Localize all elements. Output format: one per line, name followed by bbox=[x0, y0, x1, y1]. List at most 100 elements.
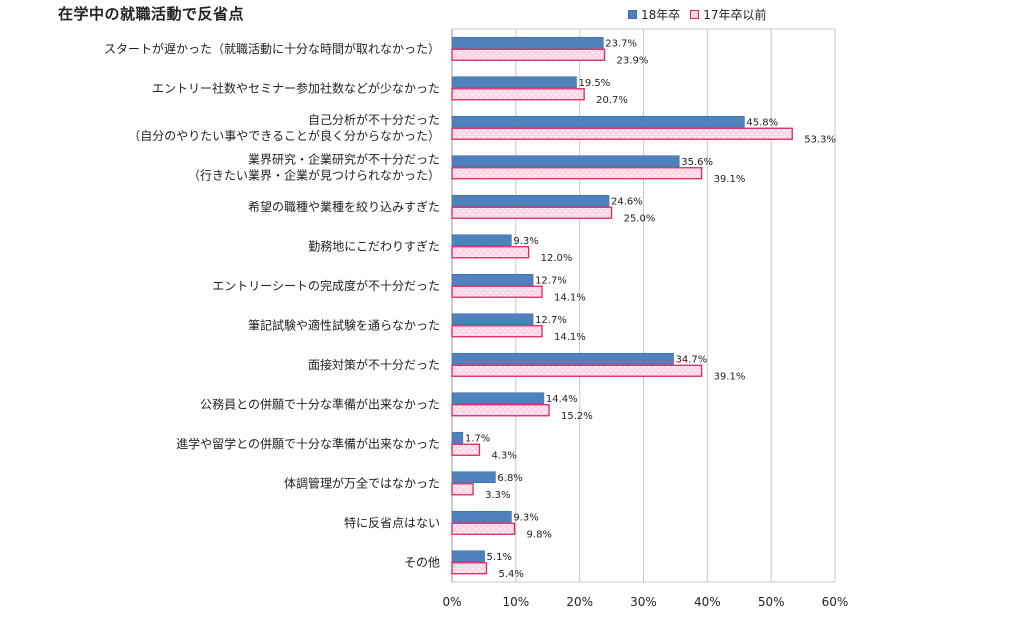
category-label-line: 勤務地にこだわりすぎた bbox=[308, 239, 440, 253]
category-label-line: 面接対策が不十分だった bbox=[308, 357, 440, 372]
data-label-17: 14.1% bbox=[554, 332, 586, 343]
bar-18 bbox=[451, 550, 485, 563]
category-label-line: エントリー社数やセミナー参加社数などが少なかった bbox=[152, 80, 440, 95]
category-label-line: （自分のやりたい事やできることが良く分からなかった） bbox=[128, 128, 440, 143]
category-label-line: エントリーシートの完成度が不十分だった bbox=[212, 278, 440, 293]
data-label-18: 5.1% bbox=[487, 552, 512, 563]
bar-17 bbox=[451, 246, 530, 259]
data-label-17: 20.7% bbox=[596, 95, 628, 106]
bar-18 bbox=[451, 471, 496, 484]
data-label-18: 24.6% bbox=[611, 196, 643, 207]
data-label-18: 12.7% bbox=[535, 275, 567, 286]
category-label: 筆記試験や適性試験を通らなかった bbox=[248, 317, 440, 332]
data-label-17: 15.2% bbox=[561, 411, 593, 422]
bar-18 bbox=[451, 273, 534, 286]
category-label: 公務員との併願で十分な準備が出来なかった bbox=[200, 396, 440, 411]
x-tick-label: 60% bbox=[822, 595, 849, 609]
bar-18 bbox=[451, 431, 464, 444]
bar-17 bbox=[451, 48, 606, 61]
data-label-18: 19.5% bbox=[578, 78, 610, 89]
legend-item-17: 17年卒以前 bbox=[690, 6, 767, 23]
data-label-17: 39.1% bbox=[714, 371, 746, 382]
category-label-line: （行きたい業界・企業が見つけられなかった） bbox=[188, 167, 440, 182]
category-label-line: その他 bbox=[404, 555, 440, 569]
category-label: 業界研究・企業研究が不十分だった（行きたい業界・企業が見つけられなかった） bbox=[188, 151, 440, 182]
data-label-18: 35.6% bbox=[681, 157, 713, 168]
data-label-17: 23.9% bbox=[617, 55, 649, 66]
data-label-18: 9.3% bbox=[513, 512, 538, 523]
category-label-line: 筆記試験や適性試験を通らなかった bbox=[248, 317, 440, 332]
data-label-17: 5.4% bbox=[498, 569, 523, 580]
category-label-line: 公務員との併願で十分な準備が出来なかった bbox=[200, 396, 440, 411]
category-label-line: 進学や留学との併願で十分な準備が出来なかった bbox=[176, 436, 440, 451]
data-label-18: 23.7% bbox=[605, 38, 637, 49]
bar-18 bbox=[451, 155, 680, 168]
legend-label-17: 17年卒以前 bbox=[703, 7, 767, 22]
category-label-line: 特に反省点はない bbox=[344, 515, 440, 530]
category-label: エントリーシートの完成度が不十分だった bbox=[212, 278, 440, 293]
legend-label-18: 18年卒 bbox=[641, 7, 681, 22]
x-tick-label: 10% bbox=[502, 595, 529, 609]
category-label-line: スタートが遅かった（就職活動に十分な時間が取れなかった） bbox=[104, 41, 440, 56]
category-label-line: 自己分析が不十分だった bbox=[308, 112, 440, 127]
bar-18 bbox=[451, 234, 512, 247]
category-label: エントリー社数やセミナー参加社数などが少なかった bbox=[152, 80, 440, 95]
bar-18 bbox=[451, 194, 610, 207]
data-label-17: 3.3% bbox=[485, 490, 510, 501]
category-label: 面接対策が不十分だった bbox=[308, 357, 440, 372]
bar-18 bbox=[451, 392, 545, 405]
x-tick-label: 30% bbox=[630, 595, 657, 609]
category-label: 体調管理が万全ではなかった bbox=[284, 475, 440, 490]
x-tick-label: 0% bbox=[442, 595, 461, 609]
category-label: スタートが遅かった（就職活動に十分な時間が取れなかった） bbox=[104, 41, 440, 56]
bar-18 bbox=[451, 313, 534, 326]
data-label-17: 14.1% bbox=[554, 292, 586, 303]
bar-17 bbox=[451, 127, 793, 140]
data-label-18: 45.8% bbox=[746, 117, 778, 128]
bar-17 bbox=[451, 285, 543, 298]
data-label-18: 12.7% bbox=[535, 315, 567, 326]
category-label-line: 希望の職種や業種を絞り込みすぎた bbox=[248, 199, 440, 214]
data-label-17: 25.0% bbox=[624, 213, 656, 224]
bar-17 bbox=[451, 522, 516, 535]
x-tick-label: 20% bbox=[566, 595, 593, 609]
bar-17 bbox=[451, 483, 474, 496]
data-label-18: 9.3% bbox=[513, 236, 538, 247]
bar-17 bbox=[451, 325, 543, 338]
data-label-17: 9.8% bbox=[527, 529, 552, 540]
category-label-line: 体調管理が万全ではなかった bbox=[284, 475, 440, 490]
category-label: 希望の職種や業種を絞り込みすぎた bbox=[248, 199, 440, 214]
category-label: その他 bbox=[404, 555, 440, 569]
chart-title: 在学中の就職活動で反省点 bbox=[58, 5, 245, 23]
category-label: 特に反省点はない bbox=[344, 515, 440, 530]
x-tick-label: 50% bbox=[758, 595, 785, 609]
bar-18 bbox=[451, 352, 674, 365]
bar-18 bbox=[451, 115, 745, 128]
label-layer: 0% 10% 20% 30% 40% 50% 60% スタートが遅かった（就職活動に十分な時間… bbox=[104, 38, 848, 609]
category-label: 自己分析が不十分だった（自分のやりたい事やできることが良く分からなかった） bbox=[128, 112, 440, 143]
legend: 18年卒 17年卒以前 bbox=[628, 6, 777, 22]
legend-swatch-18 bbox=[628, 9, 637, 19]
data-label-17: 4.3% bbox=[491, 450, 516, 461]
bar-17 bbox=[451, 88, 585, 101]
legend-swatch-17 bbox=[690, 9, 700, 19]
category-label: 勤務地にこだわりすぎた bbox=[308, 239, 440, 253]
legend-item-18: 18年卒 bbox=[628, 6, 680, 23]
bar-17 bbox=[451, 443, 481, 456]
x-tick-label: 40% bbox=[694, 595, 721, 609]
bar-17 bbox=[451, 167, 703, 180]
bar-17 bbox=[451, 364, 703, 377]
bar-17 bbox=[451, 404, 550, 417]
bar-17 bbox=[451, 562, 488, 575]
data-label-17: 12.0% bbox=[541, 253, 573, 264]
data-label-18: 34.7% bbox=[676, 354, 708, 365]
category-label: 進学や留学との併願で十分な準備が出来なかった bbox=[176, 436, 440, 451]
data-label-18: 6.8% bbox=[497, 473, 522, 484]
data-label-18: 14.4% bbox=[546, 394, 578, 405]
bar-18 bbox=[451, 510, 512, 523]
category-label-line: 業界研究・企業研究が不十分だった bbox=[248, 151, 440, 166]
data-label-17: 53.3% bbox=[804, 134, 836, 145]
data-label-17: 39.1% bbox=[714, 174, 746, 185]
bar-layer bbox=[451, 36, 793, 575]
